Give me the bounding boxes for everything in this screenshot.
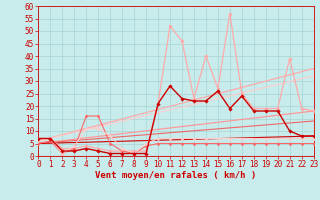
X-axis label: Vent moyen/en rafales ( km/h ): Vent moyen/en rafales ( km/h ) [95,171,257,180]
